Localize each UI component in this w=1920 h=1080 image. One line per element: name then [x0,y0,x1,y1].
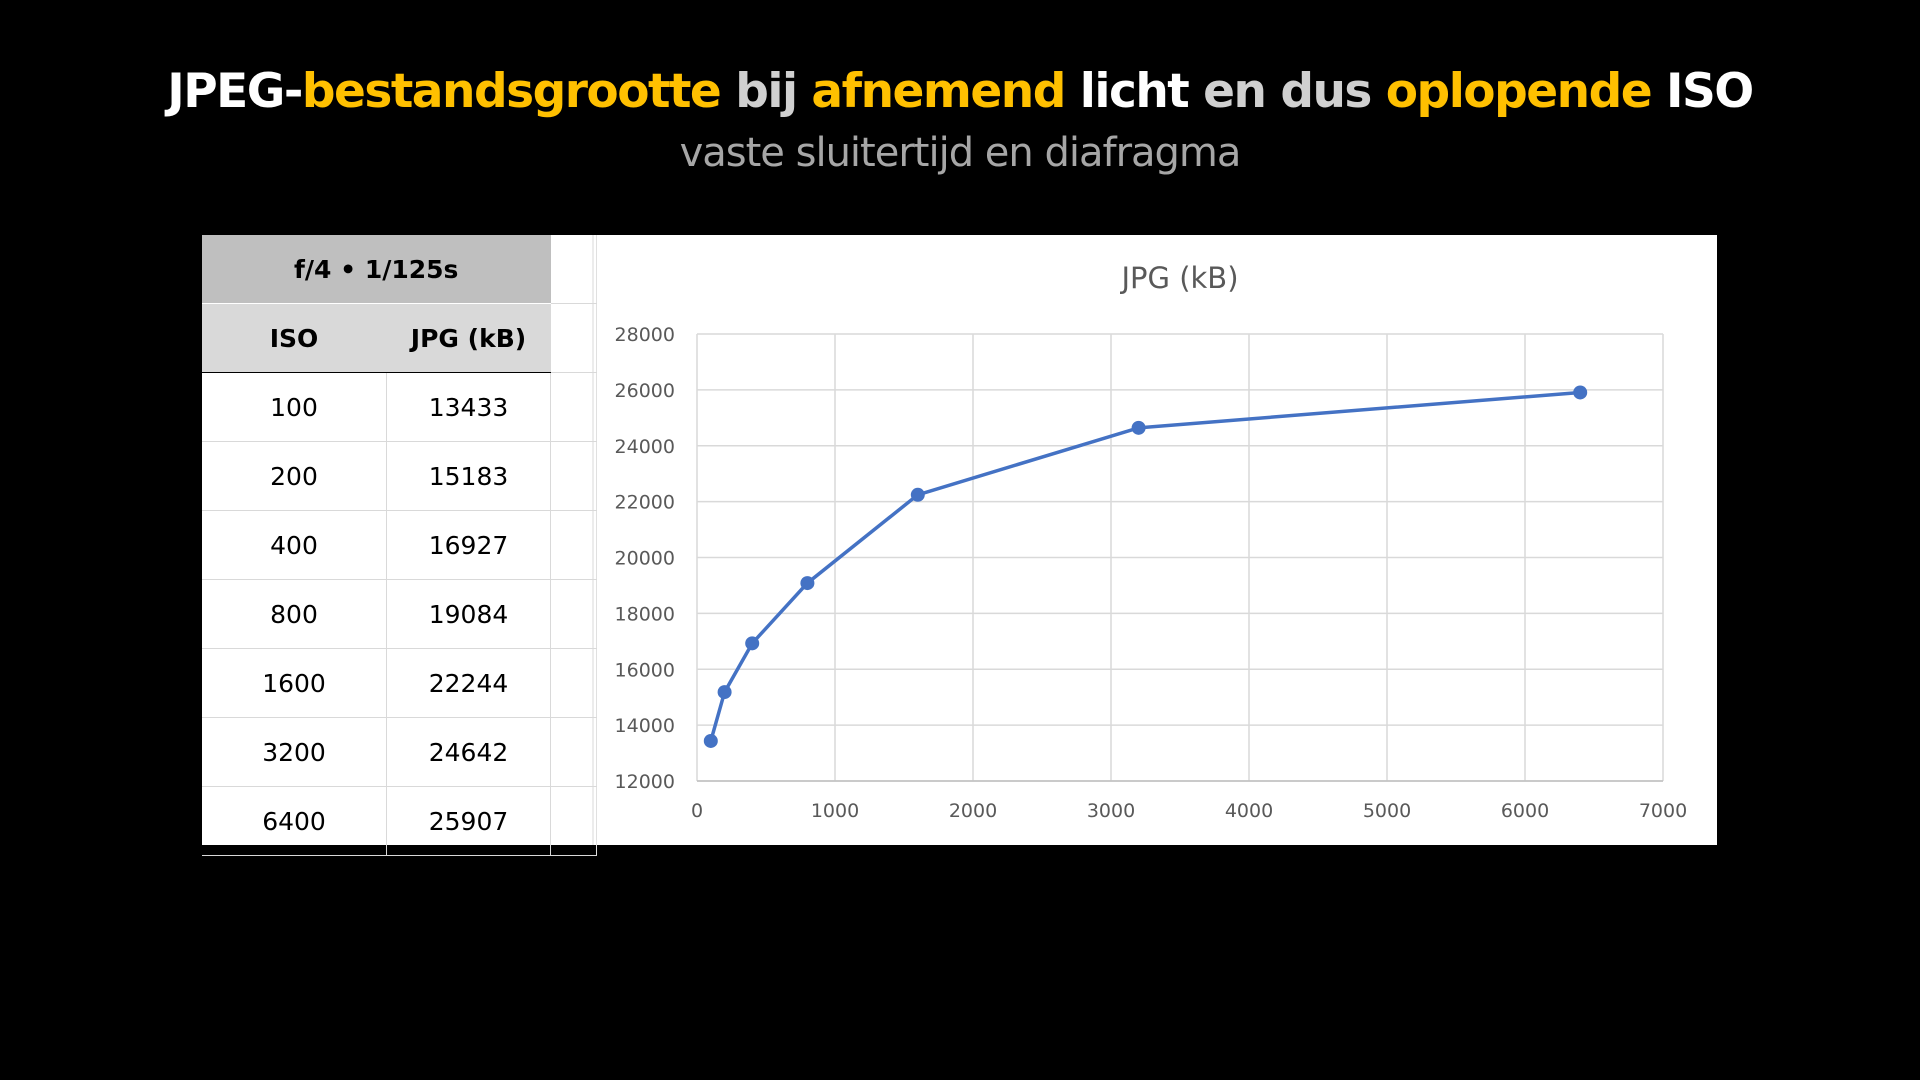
title-part: afnemend [811,64,1080,119]
jpg-header: JPG (kB) [386,303,551,373]
y-tick-label: 24000 [615,436,675,458]
y-tick-label: 12000 [615,771,675,793]
data-point [910,487,925,502]
jpg-cell: 16927 [386,510,551,580]
title-part: JPEG- [167,64,303,119]
x-tick-label: 7000 [1639,800,1687,822]
table-row: 200 15183 [202,441,597,511]
data-table: f/4 • 1/125s ISO JPG (kB) 100 13433 200 1518… [202,235,597,856]
x-tick-label: 2000 [949,800,997,822]
table-row: 800 19084 [202,579,597,649]
iso-header: ISO [202,303,387,373]
y-tick-label: 22000 [615,492,675,514]
jpg-cell: 15183 [386,441,551,511]
data-point [1573,385,1588,400]
title-part: en dus [1203,64,1386,119]
page-title: JPEG-bestandsgrootte bij afnemend licht … [0,64,1920,119]
data-point [703,733,718,748]
table-row: 400 16927 [202,510,597,580]
x-tick-label: 3000 [1087,800,1135,822]
x-tick-label: 1000 [811,800,859,822]
jpg-cell: 19084 [386,579,551,649]
settings-header: f/4 • 1/125s [202,235,551,304]
title-part: bestandsgrootte [301,64,736,119]
iso-cell: 200 [202,441,387,511]
iso-cell: 3200 [202,717,387,787]
jpg-cell: 13433 [386,372,551,442]
table-row: 1600 22244 [202,648,597,718]
x-tick-label: 4000 [1225,800,1273,822]
iso-cell: 800 [202,579,387,649]
table-row: 6400 25907 [202,786,597,856]
title-part: oplopende [1385,64,1666,119]
series-line [709,390,1581,742]
page-subtitle: vaste sluitertijd en diafragma [679,130,1242,176]
y-tick-label: 14000 [615,715,675,737]
y-tick-label: 20000 [615,548,675,570]
jpg-cell: 24642 [386,717,551,787]
title-part: licht [1079,64,1204,119]
line-chart: JPG (kB)12000140001600018000200002200024… [592,235,1687,845]
iso-cell: 100 [202,372,387,442]
table-row: 3200 24642 [202,717,597,787]
data-panel: f/4 • 1/125s ISO JPG (kB) 100 13433 200 1518… [202,235,1717,856]
jpg-cell: 22244 [386,648,551,718]
y-tick-label: 28000 [615,324,675,346]
data-point [717,685,732,700]
iso-cell: 1600 [202,648,387,718]
y-tick-label: 26000 [615,380,675,402]
chart-title: JPG (kB) [1119,261,1238,295]
table-row: 100 13433 [202,372,597,442]
iso-cell: 400 [202,510,387,580]
data-point [1131,420,1146,435]
y-tick-label: 18000 [615,603,675,625]
data-point [800,576,815,591]
jpg-cell: 25907 [386,786,551,856]
data-point [745,636,760,651]
x-tick-label: 5000 [1363,800,1411,822]
x-tick-label: 6000 [1501,800,1549,822]
title-part: ISO [1665,64,1754,119]
title-part: bij [735,64,812,119]
x-tick-label: 0 [691,800,703,822]
y-tick-label: 16000 [615,659,675,681]
iso-cell: 6400 [202,786,387,856]
